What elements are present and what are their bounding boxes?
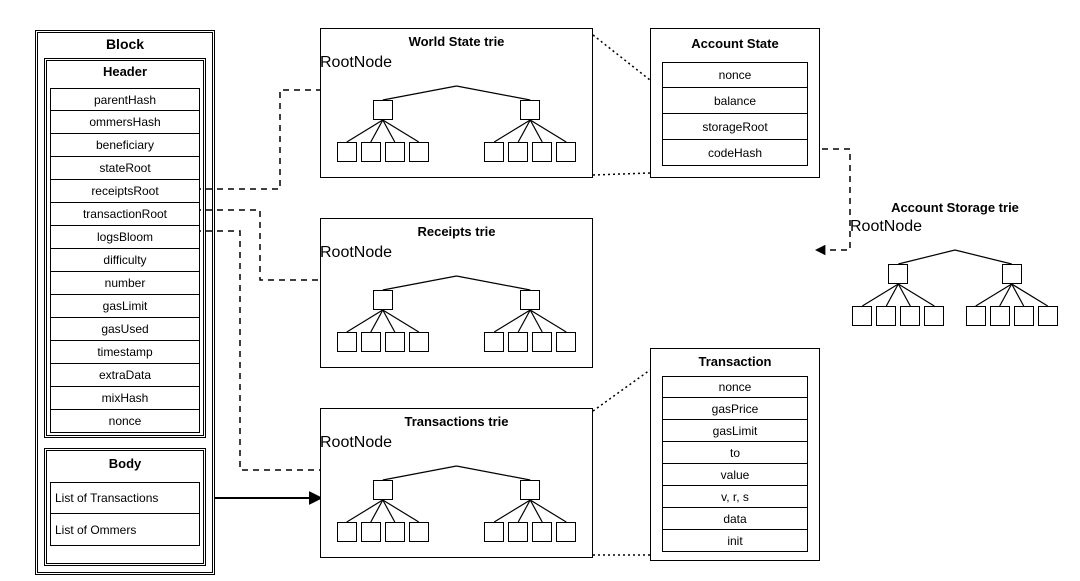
field-cell: gasLimit — [50, 295, 200, 318]
trie-leaf — [508, 142, 528, 162]
account-state-title: Account State — [650, 36, 820, 51]
trie-leaf — [508, 332, 528, 352]
field-cell: codeHash — [662, 140, 808, 166]
trie-leaf — [532, 142, 552, 162]
field-cell: gasLimit — [662, 420, 808, 442]
trie-leaf — [337, 142, 357, 162]
trie-leaf — [409, 142, 429, 162]
trie-leaf — [409, 522, 429, 542]
transactions-trie-tree: RootNode — [320, 434, 593, 554]
trie-leaf — [876, 306, 896, 326]
account-storage-trie-tree: RootNode — [850, 218, 1060, 328]
field-cell: timestamp — [50, 341, 200, 364]
field-cell: logsBloom — [50, 226, 200, 249]
field-cell: extraData — [50, 364, 200, 387]
trie-node — [373, 290, 393, 310]
field-cell: number — [50, 272, 200, 295]
field-cell: init — [662, 530, 808, 552]
body-title: Body — [44, 456, 206, 471]
field-cell: data — [662, 508, 808, 530]
field-cell: stateRoot — [50, 157, 200, 180]
block-title: Block — [35, 36, 215, 52]
trie-node — [520, 480, 540, 500]
trie-leaf — [852, 306, 872, 326]
trie-leaf — [508, 522, 528, 542]
account-state-fields: noncebalancestorageRootcodeHash — [662, 62, 808, 166]
trie-leaf — [409, 332, 429, 352]
trie-node — [888, 264, 908, 284]
trie-root: RootNode — [320, 54, 593, 72]
field-cell: transactionRoot — [50, 203, 200, 226]
trie-leaf — [484, 142, 504, 162]
trie-leaf — [900, 306, 920, 326]
trie-leaf — [385, 522, 405, 542]
body-fields: List of TransactionsList of Ommers — [50, 482, 200, 546]
field-cell: balance — [662, 88, 808, 114]
field-cell: v, r, s — [662, 486, 808, 508]
header-title: Header — [44, 64, 206, 79]
trie-leaf — [532, 332, 552, 352]
transaction-fields: noncegasPricegasLimittovaluev, r, sdatai… — [662, 376, 808, 552]
trie-root: RootNode — [850, 218, 1060, 236]
field-cell: difficulty — [50, 249, 200, 272]
trie-leaf — [337, 332, 357, 352]
field-cell: List of Transactions — [50, 482, 200, 514]
transactions-trie-title: Transactions trie — [320, 414, 593, 429]
trie-root: RootNode — [320, 244, 593, 262]
trie-node — [520, 290, 540, 310]
field-cell: ommersHash — [50, 111, 200, 134]
trie-leaf — [990, 306, 1010, 326]
trie-leaf — [556, 522, 576, 542]
trie-leaf — [484, 522, 504, 542]
trie-root: RootNode — [320, 434, 593, 452]
account-storage-trie-title: Account Storage trie — [850, 200, 1060, 215]
trie-leaf — [361, 142, 381, 162]
trie-leaf — [924, 306, 944, 326]
trie-leaf — [337, 522, 357, 542]
field-cell: mixHash — [50, 387, 200, 410]
trie-leaf — [966, 306, 986, 326]
field-cell: nonce — [662, 62, 808, 88]
field-cell: nonce — [50, 410, 200, 433]
trie-leaf — [532, 522, 552, 542]
header-fields: parentHashommersHashbeneficiarystateRoot… — [50, 88, 200, 433]
trie-leaf — [1038, 306, 1058, 326]
field-cell: List of Ommers — [50, 514, 200, 546]
field-cell: value — [662, 464, 808, 486]
trie-leaf — [556, 332, 576, 352]
field-cell: beneficiary — [50, 134, 200, 157]
trie-leaf — [484, 332, 504, 352]
field-cell: receiptsRoot — [50, 180, 200, 203]
trie-node — [520, 100, 540, 120]
field-cell: nonce — [662, 376, 808, 398]
trie-leaf — [361, 522, 381, 542]
trie-node — [1002, 264, 1022, 284]
trie-node — [373, 480, 393, 500]
receipts-trie-title: Receipts trie — [320, 224, 593, 239]
trie-leaf — [1014, 306, 1034, 326]
world-state-trie-tree: RootNode — [320, 54, 593, 174]
trie-leaf — [385, 142, 405, 162]
receipts-trie-tree: RootNode — [320, 244, 593, 364]
field-cell: gasPrice — [662, 398, 808, 420]
field-cell: parentHash — [50, 88, 200, 111]
trie-node — [373, 100, 393, 120]
trie-leaf — [385, 332, 405, 352]
trie-leaf — [556, 142, 576, 162]
transaction-title: Transaction — [650, 354, 820, 369]
world-state-trie-title: World State trie — [320, 34, 593, 49]
field-cell: storageRoot — [662, 114, 808, 140]
field-cell: gasUsed — [50, 318, 200, 341]
trie-leaf — [361, 332, 381, 352]
field-cell: to — [662, 442, 808, 464]
